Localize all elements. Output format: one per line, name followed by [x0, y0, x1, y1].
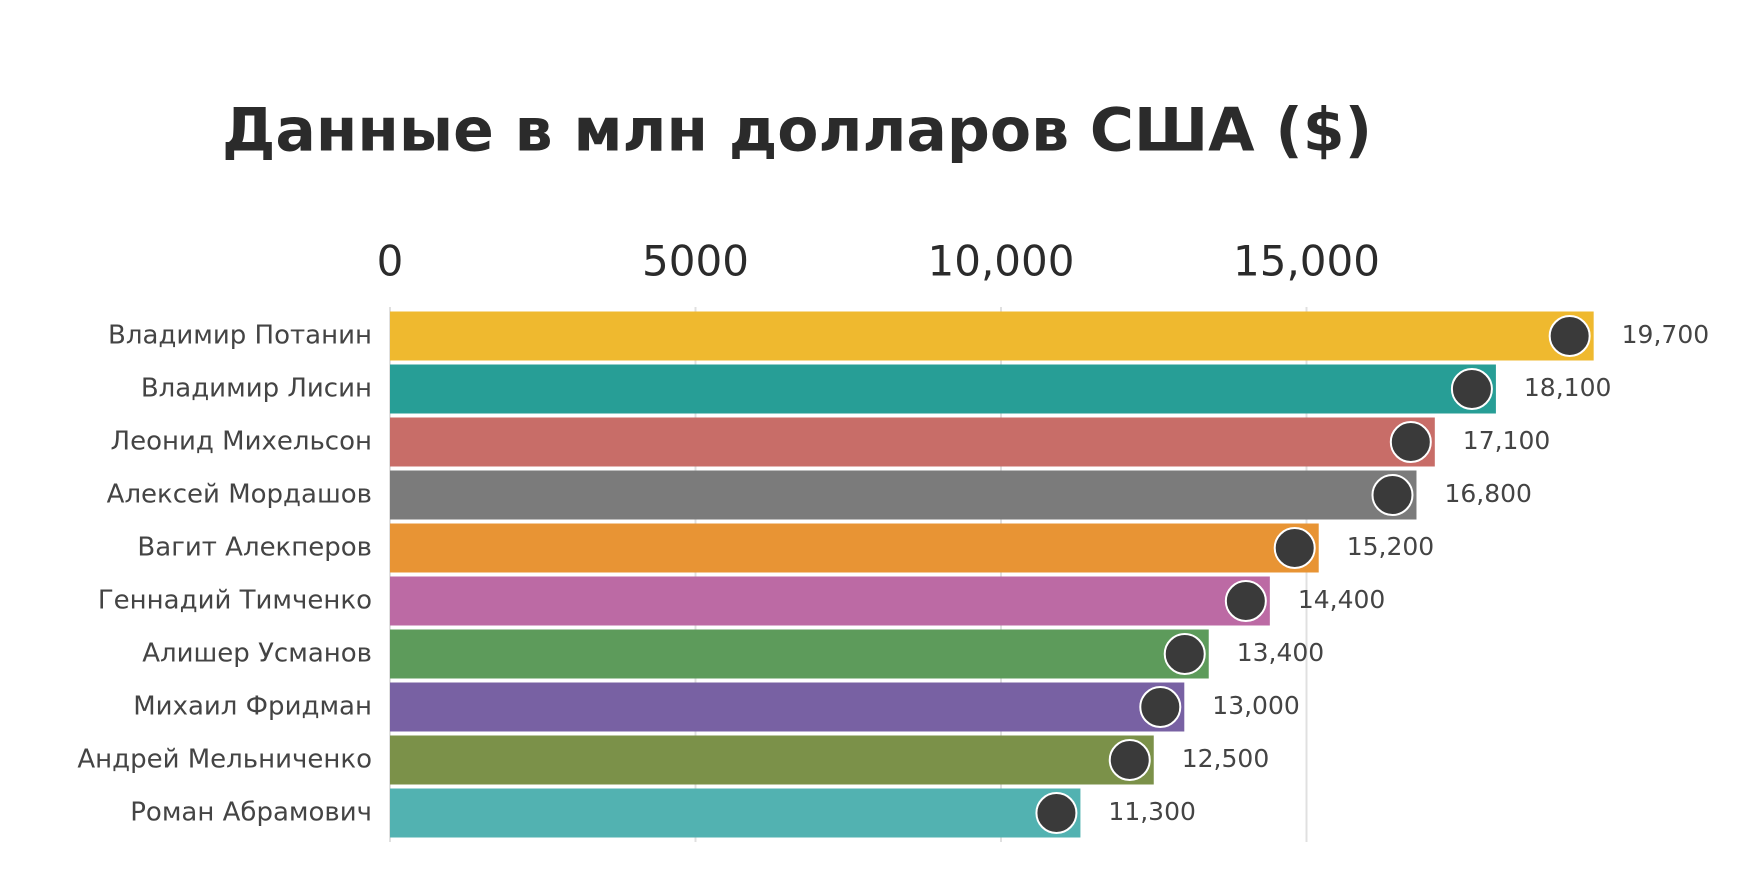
value-label: 11,300 — [1108, 797, 1195, 826]
bar — [390, 523, 1319, 573]
bar — [390, 417, 1435, 467]
chart-title: Данные в млн долларов США ($) — [222, 96, 1372, 166]
value-label: 12,500 — [1182, 744, 1269, 773]
bar — [390, 629, 1209, 679]
category-label: Вагит Алекперов — [137, 533, 372, 563]
avatar — [1224, 580, 1267, 622]
category-label: Владимир Потанин — [108, 321, 372, 351]
avatar — [1035, 792, 1078, 834]
value-label: 16,800 — [1444, 479, 1531, 508]
avatar — [1108, 739, 1151, 781]
category-label: Алишер Усманов — [142, 639, 372, 669]
category-label: Роман Абрамович — [130, 798, 372, 828]
x-tick-label: 5000 — [642, 237, 749, 286]
bar — [390, 311, 1594, 361]
category-label: Леонид Михельсон — [111, 427, 372, 457]
category-label: Владимир Лисин — [141, 374, 372, 404]
bar — [390, 682, 1185, 732]
x-tick-label: 15,000 — [1233, 237, 1380, 286]
avatar — [1389, 421, 1432, 463]
avatar — [1273, 527, 1316, 569]
avatar — [1548, 315, 1591, 357]
bar — [390, 735, 1154, 785]
value-label: 18,100 — [1524, 373, 1611, 402]
avatar — [1163, 633, 1206, 675]
avatar — [1371, 474, 1414, 516]
bar — [390, 470, 1417, 520]
category-label: Геннадий Тимченко — [98, 586, 372, 616]
value-label: 13,400 — [1237, 638, 1324, 667]
avatar — [1450, 368, 1493, 410]
bar — [390, 364, 1496, 414]
category-label: Алексей Мордашов — [107, 480, 372, 510]
value-label: 13,000 — [1212, 691, 1299, 720]
value-label: 17,100 — [1463, 426, 1550, 455]
x-tick-label: 0 — [377, 237, 404, 286]
category-label: Михаил Фридман — [133, 692, 372, 722]
bar — [390, 576, 1270, 626]
avatar — [1139, 686, 1182, 728]
bar — [390, 788, 1081, 838]
value-label: 14,400 — [1298, 585, 1385, 614]
category-label: Андрей Мельниченко — [77, 745, 372, 775]
x-tick-label: 10,000 — [928, 237, 1075, 286]
value-label: 15,200 — [1347, 532, 1434, 561]
value-label: 19,700 — [1622, 320, 1709, 349]
